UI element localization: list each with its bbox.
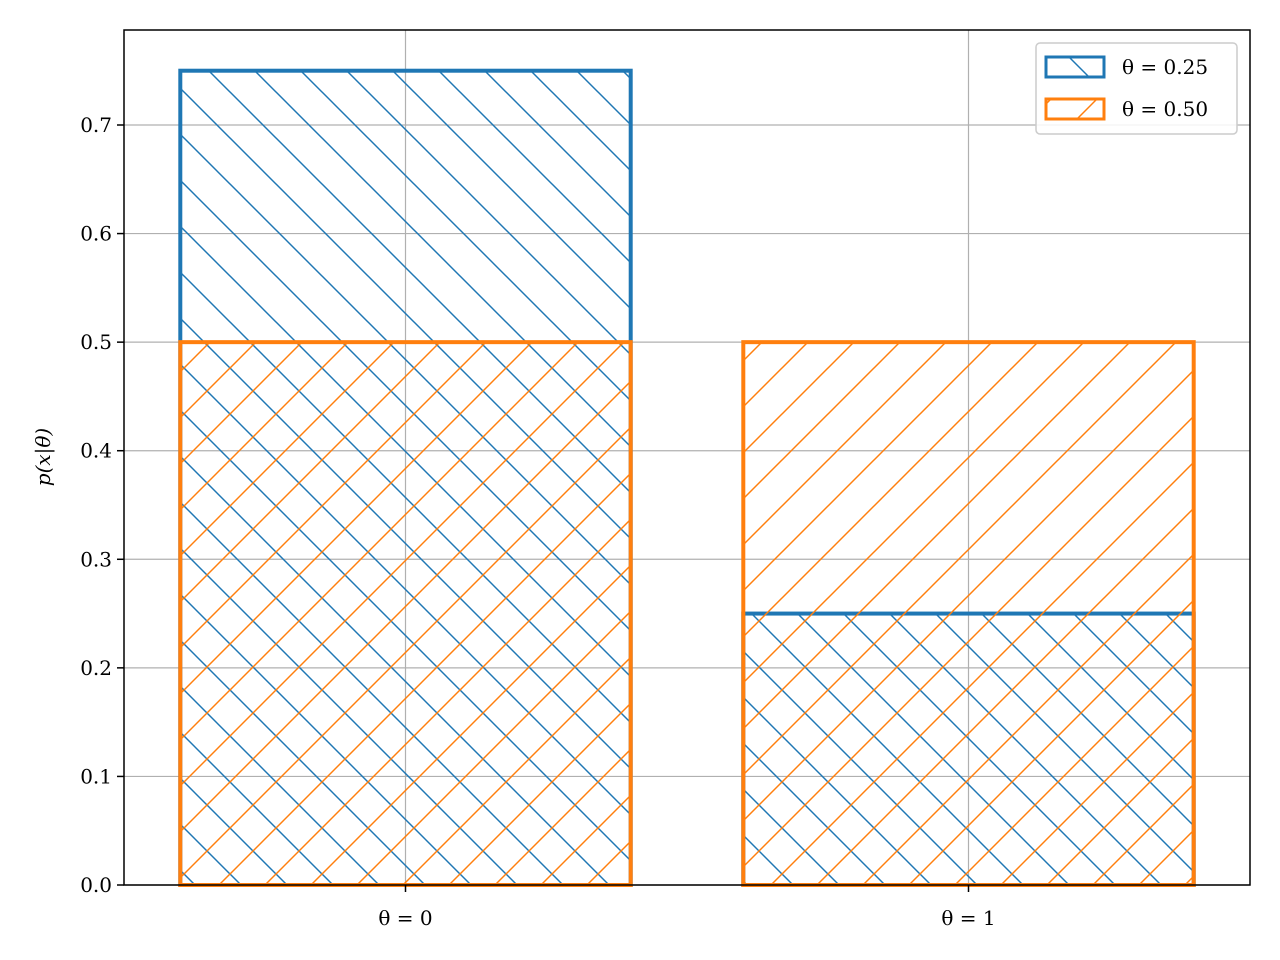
legend-swatch-series-1 xyxy=(1044,55,1106,79)
legend-label-series-2: θ = 0.50 xyxy=(1122,97,1208,121)
y-axis-label: p(x|θ) xyxy=(31,428,56,486)
y-tick-label: 0.2 xyxy=(80,656,112,680)
bars xyxy=(178,68,1196,887)
x-tick-label: θ = 1 xyxy=(941,906,995,930)
legend-label-series-1: θ = 0.25 xyxy=(1122,55,1208,79)
y-tick-label: 0.3 xyxy=(80,547,112,571)
y-tick-label: 0.4 xyxy=(80,439,112,463)
plot-frame xyxy=(123,29,1251,886)
x-tick-label: θ = 0 xyxy=(378,906,432,930)
y-tick-label: 0.1 xyxy=(80,764,112,788)
legend-swatch-series-2 xyxy=(1044,97,1106,121)
y-tick-label: 0.5 xyxy=(80,330,112,354)
y-tick-label: 0.6 xyxy=(80,222,112,246)
legend: θ = 0.25 θ = 0.50 xyxy=(1035,42,1238,135)
bar-hatch-series-2-cat-2 xyxy=(743,342,1194,886)
bar-hatch-series-2-cat-1 xyxy=(180,342,631,886)
y-tick-label: 0.0 xyxy=(80,873,112,897)
x-axis: θ = 0 θ = 1 xyxy=(378,885,996,930)
y-axis: 0.0 0.1 0.2 0.3 0.4 0.5 0.6 0.7 xyxy=(80,113,124,897)
y-tick-label: 0.7 xyxy=(80,113,112,137)
